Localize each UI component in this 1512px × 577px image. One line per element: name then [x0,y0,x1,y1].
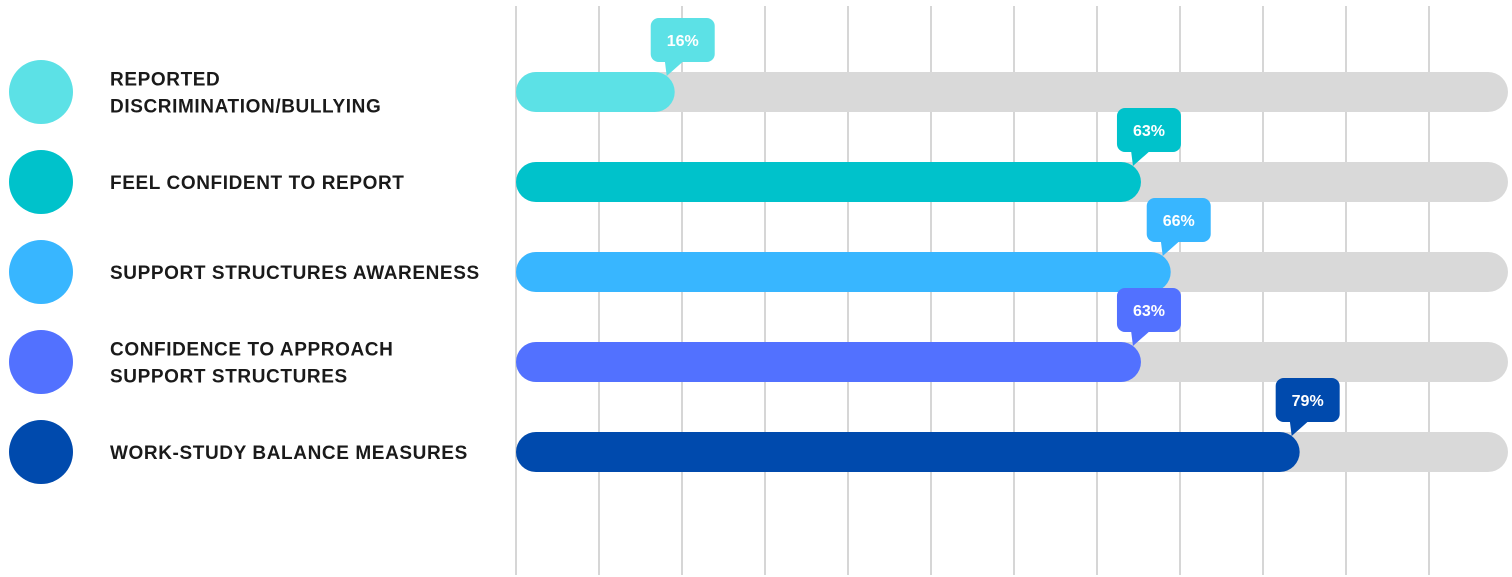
legend-label: SUPPORT STRUCTURES [110,367,348,388]
bars: 16% 63% 66% 63% 79% [516,18,1508,472]
legend-swatch [9,420,73,484]
data-label: 16% [667,33,699,50]
legend-label: DISCRIMINATION/BULLYING [110,97,381,118]
callout-bubble [1146,198,1211,242]
callout-bubble [1116,108,1181,152]
bar [516,72,675,112]
callout-tail [1130,150,1151,166]
data-label-callout: 79% [1275,378,1340,436]
bar [516,252,1171,292]
legend-label: REPORTED [110,70,220,91]
legend: REPORTED DISCRIMINATION/BULLYING FEEL CONF… [9,60,480,484]
data-label: 66% [1163,213,1195,230]
bar [516,342,1141,382]
legend-label: SUPPORT STRUCTURES AWARENESS [110,263,480,284]
legend-swatch [9,60,73,124]
data-label-callout: 63% [1116,288,1181,346]
legend-label: FEEL CONFIDENT TO REPORT [110,173,405,194]
callout-bubble [1116,288,1181,332]
legend-label: CONFIDENCE TO APPROACH [110,340,393,361]
legend-swatch [9,150,73,214]
data-label: 63% [1133,123,1165,140]
bar [516,162,1141,202]
data-label-callout: 66% [1146,198,1211,256]
callout-bubble [1275,378,1340,422]
callout-tail [664,60,685,76]
data-label: 79% [1292,393,1324,410]
callout-tail [1130,330,1151,346]
data-label-callout: 16% [650,18,715,76]
callout-tail [1289,420,1310,436]
bar-track [516,72,1508,112]
bar [516,432,1300,472]
legend-swatch [9,330,73,394]
legend-label: WORK-STUDY BALANCE MEASURES [110,443,468,464]
callout-tail [1160,240,1181,256]
callout-bubble [650,18,715,62]
data-label-callout: 63% [1116,108,1181,166]
data-label: 63% [1133,303,1165,320]
legend-swatch [9,240,73,304]
